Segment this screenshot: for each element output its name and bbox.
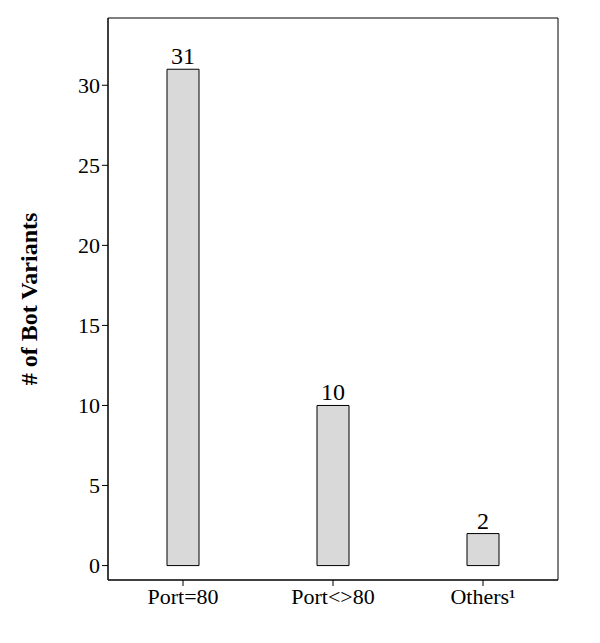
svg-text:30: 30 [78,73,100,98]
svg-text:10: 10 [321,379,345,405]
svg-text:Others¹: Others¹ [450,584,515,609]
svg-text:Port=80: Port=80 [147,584,218,609]
svg-text:10: 10 [78,393,100,418]
svg-text:# of Bot Variants: # of Bot Variants [16,213,42,386]
svg-text:31: 31 [171,43,195,69]
svg-text:15: 15 [78,313,100,338]
svg-text:0: 0 [89,553,100,578]
svg-text:Port<>80: Port<>80 [291,584,375,609]
svg-text:5: 5 [89,473,100,498]
svg-text:2: 2 [477,508,489,534]
svg-text:25: 25 [78,153,100,178]
svg-text:20: 20 [78,233,100,258]
